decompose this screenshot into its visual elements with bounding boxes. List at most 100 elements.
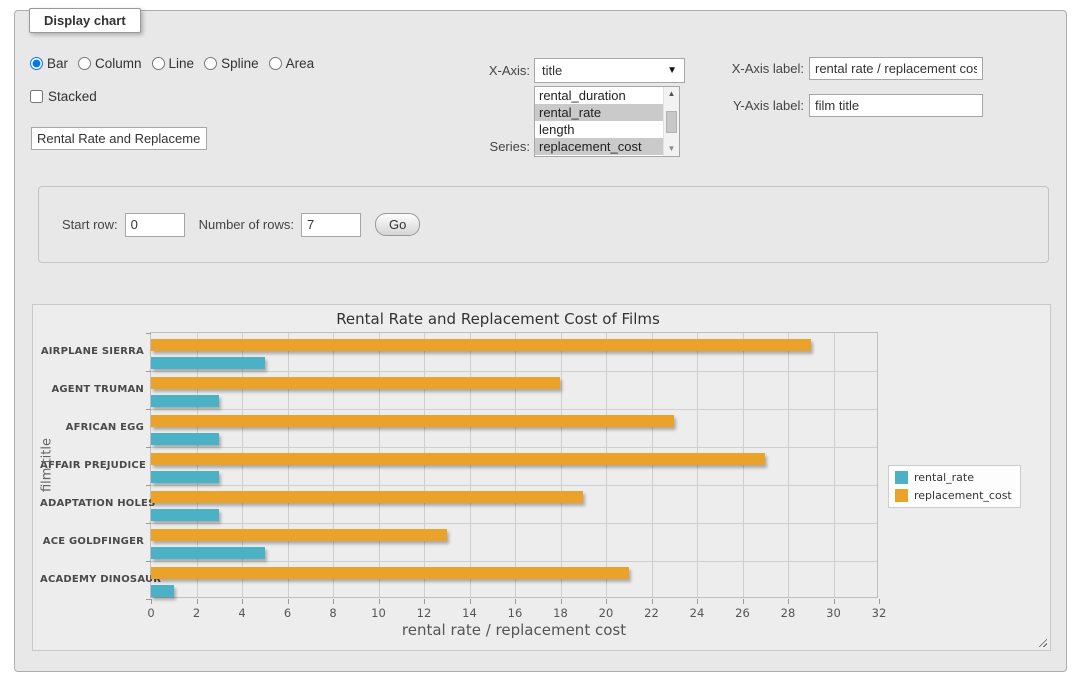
bar-rental_rate [151, 585, 174, 597]
y-tick-label: AFRICAN EGG [40, 422, 144, 433]
x-axis-label-input[interactable] [809, 57, 983, 80]
gridline-horizontal [151, 447, 877, 448]
number-of-rows-input[interactable] [301, 213, 361, 237]
series-options: rental_durationrental_ratelengthreplacem… [535, 87, 663, 155]
gridline-vertical [561, 333, 562, 597]
x-tick-label: 32 [864, 606, 894, 620]
legend-label: rental_rate [914, 471, 974, 484]
series-list-label: Series: [470, 139, 530, 154]
gridline-horizontal [151, 561, 877, 562]
bar-replacement_cost [151, 453, 765, 465]
x-tick-mark [697, 599, 698, 604]
chart-type-option-column[interactable]: Column [78, 56, 142, 71]
x-tick-mark [743, 599, 744, 604]
y-tick-mark [146, 599, 151, 600]
y-tick-label: AIRPLANE SIERRA [40, 346, 144, 357]
series-option-rental_duration[interactable]: rental_duration [535, 87, 663, 104]
x-tick-mark [470, 599, 471, 604]
x-tick-mark [424, 599, 425, 604]
x-tick-mark [834, 599, 835, 604]
gridline-vertical [606, 333, 607, 597]
gridline-vertical [470, 333, 471, 597]
chevron-down-icon: ▼ [667, 65, 677, 76]
x-tick-label: 16 [500, 606, 530, 620]
gridline-horizontal [151, 485, 877, 486]
series-scrollbar[interactable]: ▲ ▼ [663, 87, 679, 156]
x-tick-mark [379, 599, 380, 604]
bar-rental_rate [151, 433, 219, 445]
x-tick-mark [879, 599, 880, 604]
plot-area: 02468101214161820222426283032AIRPLANE SI… [150, 332, 878, 598]
y-tick-label: ADAPTATION HOLES [40, 498, 144, 509]
gridline-vertical [379, 333, 380, 597]
x-axis-selected-value: title [542, 63, 562, 78]
go-button[interactable]: Go [375, 213, 420, 236]
number-of-rows-label: Number of rows: [199, 217, 294, 232]
chart-type-radio-column[interactable] [78, 57, 91, 70]
chart-legend: rental_rate replacement_cost [888, 465, 1021, 508]
legend-label: replacement_cost [914, 489, 1012, 502]
x-tick-label: 6 [273, 606, 303, 620]
series-option-replacement_cost[interactable]: replacement_cost [535, 138, 663, 155]
scroll-down-icon[interactable]: ▼ [664, 142, 679, 156]
x-axis-select[interactable]: title ▼ [534, 58, 685, 83]
x-tick-mark [515, 599, 516, 604]
gridline-vertical [743, 333, 744, 597]
x-tick-mark [288, 599, 289, 604]
y-tick-label: ACE GOLDFINGER [40, 536, 144, 547]
x-tick-mark [242, 599, 243, 604]
stacked-checkbox[interactable] [30, 90, 43, 103]
x-tick-mark [561, 599, 562, 604]
resize-handle-icon[interactable] [1036, 636, 1047, 647]
chart-type-text: Bar [47, 56, 68, 71]
y-tick-mark [146, 561, 151, 562]
bar-replacement_cost [151, 377, 560, 389]
chart-title: Rental Rate and Replacement Cost of Film… [33, 310, 963, 328]
scrollbar-thumb[interactable] [666, 111, 677, 133]
x-tick-label: 20 [591, 606, 621, 620]
y-tick-mark [146, 523, 151, 524]
scroll-up-icon[interactable]: ▲ [664, 87, 679, 101]
x-tick-label: 28 [773, 606, 803, 620]
chart-type-text: Spline [221, 56, 259, 71]
y-tick-mark [146, 447, 151, 448]
chart-type-radio-area[interactable] [269, 57, 282, 70]
x-tick-label: 12 [409, 606, 439, 620]
chart-type-option-bar[interactable]: Bar [30, 56, 68, 71]
bar-rental_rate [151, 509, 219, 521]
x-tick-label: 14 [455, 606, 485, 620]
chart-title-input[interactable] [31, 127, 207, 150]
y-axis-label-label: Y-Axis label: [718, 98, 804, 113]
series-option-length[interactable]: length [535, 121, 663, 138]
gridline-horizontal [151, 371, 877, 372]
x-axis-title: rental rate / replacement cost [150, 621, 878, 639]
chart-type-radio-group: Bar Column Line Spline Area [30, 56, 322, 71]
series-option-rental_rate[interactable]: rental_rate [535, 104, 663, 121]
chart-type-option-area[interactable]: Area [269, 56, 315, 71]
legend-entry-rental_rate: rental_rate [895, 471, 1012, 484]
chart-type-radio-line[interactable] [152, 57, 165, 70]
y-axis-label-input[interactable] [809, 94, 983, 117]
gridline-vertical [424, 333, 425, 597]
chart-type-option-line[interactable]: Line [152, 56, 195, 71]
panel-title: Display chart [29, 8, 141, 33]
series-listbox[interactable]: rental_durationrental_ratelengthreplacem… [534, 86, 680, 157]
x-tick-label: 24 [682, 606, 712, 620]
chart-type-text: Line [169, 56, 195, 71]
chart-type-text: Column [95, 56, 142, 71]
x-tick-label: 8 [318, 606, 348, 620]
bar-rental_rate [151, 395, 219, 407]
x-axis-select-label: X-Axis: [470, 63, 530, 78]
gridline-horizontal [151, 523, 877, 524]
stacked-label: Stacked [48, 89, 97, 104]
chart-type-radio-bar[interactable] [30, 57, 43, 70]
y-tick-label: ACADEMY DINOSAUR [40, 574, 144, 585]
chart-type-radio-spline[interactable] [204, 57, 217, 70]
chart-type-option-spline[interactable]: Spline [204, 56, 259, 71]
start-row-label: Start row: [62, 217, 118, 232]
stacked-option[interactable]: Stacked [30, 89, 97, 104]
x-axis-label-label: X-Axis label: [718, 61, 804, 76]
start-row-input[interactable] [125, 213, 185, 237]
bar-replacement_cost [151, 529, 447, 541]
x-tick-mark [652, 599, 653, 604]
